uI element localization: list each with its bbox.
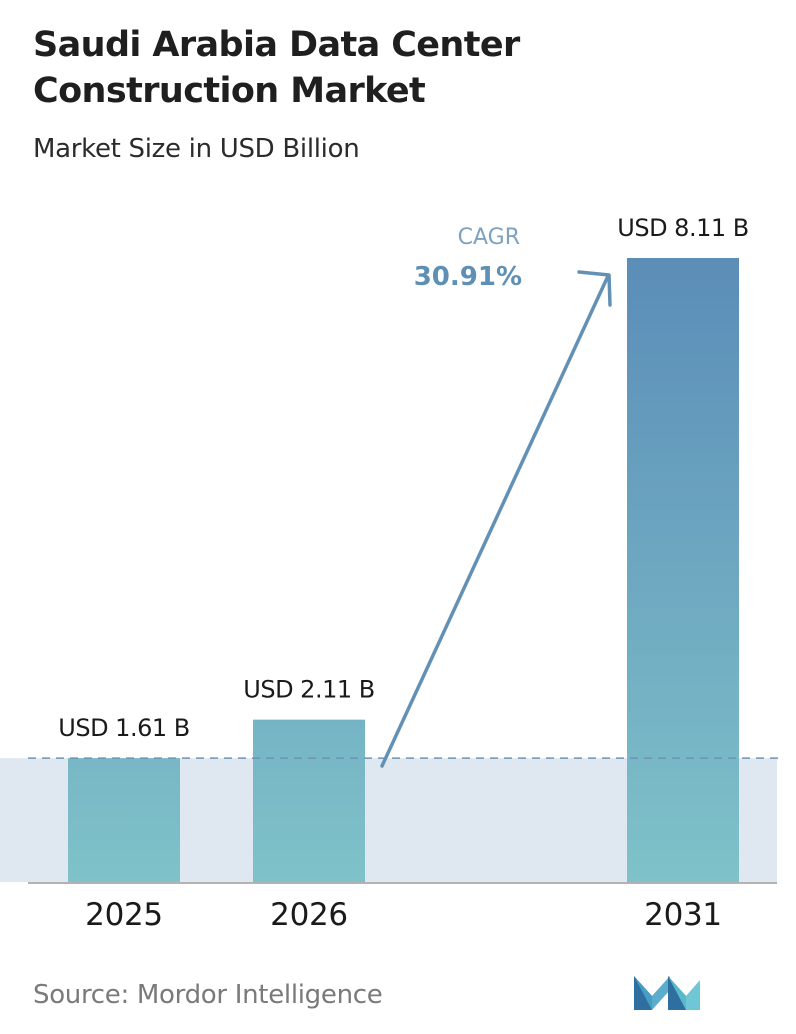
cagr-arrow-line	[380, 274, 610, 768]
chart-subtitle: Market Size in USD Billion	[33, 134, 360, 164]
data-label-2026: USD 2.11 B	[243, 676, 374, 704]
bar-2025	[68, 758, 180, 882]
data-label-2025: USD 1.61 B	[58, 714, 189, 742]
data-label-2031: USD 8.11 B	[617, 214, 748, 242]
source-note: Source: Mordor Intelligence	[33, 980, 383, 1010]
chart-title: Saudi Arabia Data Center Construction Ma…	[33, 25, 520, 111]
bar-2031	[627, 258, 739, 882]
x-tick-label-2025: 2025	[85, 897, 163, 933]
cagr-arrow-head-icon	[577, 270, 612, 307]
cagr-value: 30.91%	[414, 262, 522, 292]
bar-2026	[253, 719, 365, 882]
x-tick-label-2026: 2026	[270, 897, 348, 933]
mordor-intelligence-logo-icon	[634, 976, 700, 1010]
x-tick-label-2031: 2031	[644, 897, 722, 933]
cagr-label: CAGR	[458, 225, 520, 250]
